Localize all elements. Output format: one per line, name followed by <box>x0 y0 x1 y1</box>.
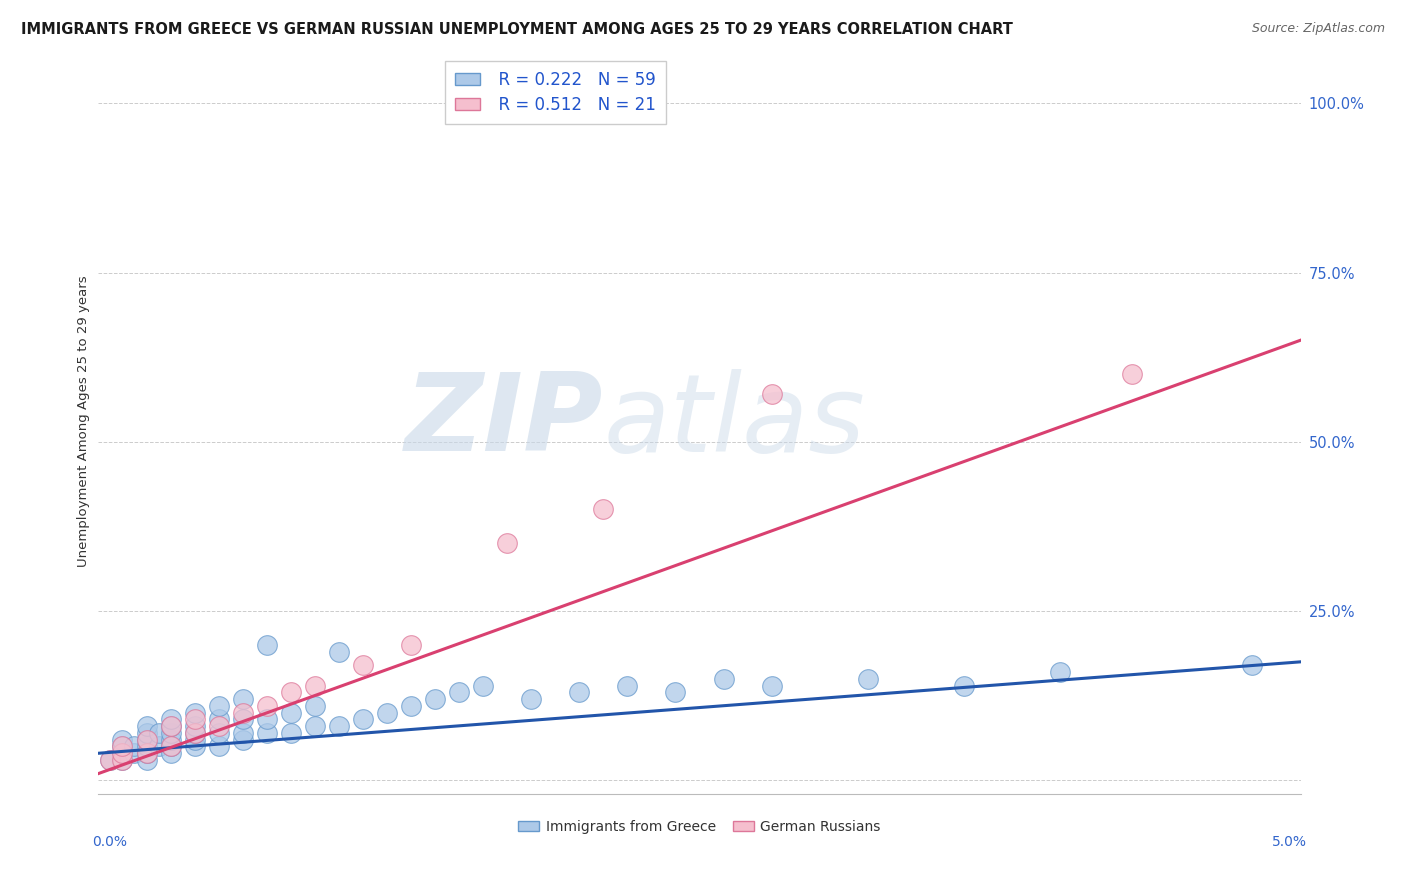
Point <box>135 732 157 747</box>
Point <box>124 739 146 754</box>
Point <box>1241 658 1264 673</box>
Point <box>399 698 422 713</box>
Point <box>423 692 446 706</box>
Point <box>232 712 254 726</box>
Point <box>256 698 278 713</box>
Point <box>208 698 231 713</box>
Point <box>208 739 231 754</box>
Point <box>159 732 181 747</box>
Point <box>280 706 302 720</box>
Point <box>472 679 495 693</box>
Point <box>328 719 350 733</box>
Point <box>159 726 181 740</box>
Point <box>208 712 231 726</box>
Point <box>135 746 157 760</box>
Point <box>111 753 134 767</box>
Y-axis label: Unemployment Among Ages 25 to 29 years: Unemployment Among Ages 25 to 29 years <box>77 276 90 567</box>
Point <box>159 739 181 754</box>
Point <box>135 719 157 733</box>
Text: 0.0%: 0.0% <box>93 835 128 849</box>
Text: Source: ZipAtlas.com: Source: ZipAtlas.com <box>1251 22 1385 36</box>
Point <box>280 685 302 699</box>
Point <box>1121 367 1143 381</box>
Point <box>111 753 134 767</box>
Point <box>135 739 157 754</box>
Point <box>159 719 181 733</box>
Point <box>208 719 231 733</box>
Point <box>124 746 146 760</box>
Point <box>135 753 157 767</box>
Point <box>183 739 205 754</box>
Point <box>148 739 170 754</box>
Text: atlas: atlas <box>603 369 865 474</box>
Text: 5.0%: 5.0% <box>1271 835 1306 849</box>
Point <box>135 746 157 760</box>
Point <box>100 753 122 767</box>
Point <box>232 732 254 747</box>
Point <box>232 726 254 740</box>
Point <box>111 746 134 760</box>
Point <box>352 658 374 673</box>
Point <box>1049 665 1071 679</box>
Point <box>208 726 231 740</box>
Point <box>592 502 614 516</box>
Point <box>616 679 638 693</box>
Text: ZIP: ZIP <box>405 368 603 475</box>
Point <box>280 726 302 740</box>
Point <box>111 739 134 754</box>
Point <box>183 719 205 733</box>
Legend: Immigrants from Greece, German Russians: Immigrants from Greece, German Russians <box>513 814 886 839</box>
Point <box>159 719 181 733</box>
Point <box>664 685 686 699</box>
Point <box>256 712 278 726</box>
Point <box>496 536 519 550</box>
Point <box>568 685 591 699</box>
Point <box>447 685 470 699</box>
Point <box>399 638 422 652</box>
Point <box>111 746 134 760</box>
Point <box>713 672 735 686</box>
Point <box>232 692 254 706</box>
Point <box>352 712 374 726</box>
Point <box>856 672 879 686</box>
Point <box>520 692 543 706</box>
Point <box>304 719 326 733</box>
Text: IMMIGRANTS FROM GREECE VS GERMAN RUSSIAN UNEMPLOYMENT AMONG AGES 25 TO 29 YEARS : IMMIGRANTS FROM GREECE VS GERMAN RUSSIAN… <box>21 22 1012 37</box>
Point <box>256 726 278 740</box>
Point <box>183 726 205 740</box>
Point <box>232 706 254 720</box>
Point <box>159 739 181 754</box>
Point <box>111 739 134 754</box>
Point <box>183 726 205 740</box>
Point <box>159 712 181 726</box>
Point <box>100 753 122 767</box>
Point <box>159 746 181 760</box>
Point <box>304 698 326 713</box>
Point <box>256 638 278 652</box>
Point <box>761 387 783 401</box>
Point <box>183 732 205 747</box>
Point <box>135 732 157 747</box>
Point <box>375 706 398 720</box>
Point <box>953 679 976 693</box>
Point <box>183 712 205 726</box>
Point <box>148 726 170 740</box>
Point <box>761 679 783 693</box>
Point <box>304 679 326 693</box>
Point <box>328 645 350 659</box>
Point <box>183 706 205 720</box>
Point <box>135 726 157 740</box>
Point <box>111 732 134 747</box>
